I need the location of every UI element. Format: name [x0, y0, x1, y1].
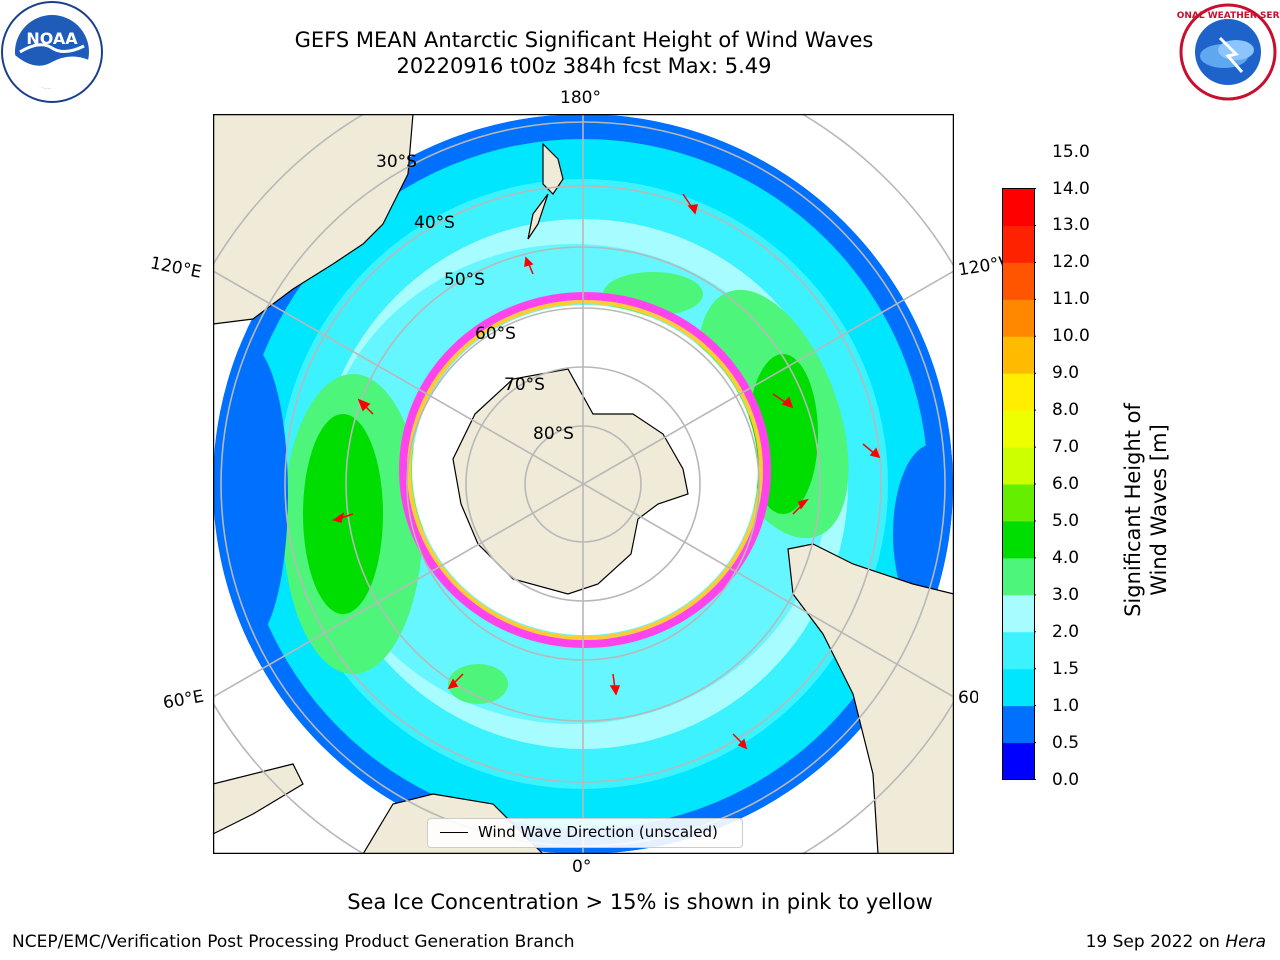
svg-text:NATIONAL WEATHER SERVICE: NATIONAL WEATHER SERVICE: [1176, 11, 1280, 21]
chart-subtitle: 20220916 t00z 384h fcst Max: 5.49: [396, 54, 772, 78]
arrow: [792, 498, 809, 515]
colorbar-tick-label: 6.0: [1052, 474, 1080, 494]
colorbar-tick-label: 7.0: [1052, 437, 1080, 458]
arrow: [609, 673, 621, 696]
map-legend: Wind Wave Direction (unscaled): [427, 818, 743, 848]
antarctica-landmass: [452, 368, 689, 595]
colorbar-tick-label: 12.0: [1052, 252, 1090, 273]
colorbar-tick-label: 4.0: [1052, 547, 1080, 568]
noaa-logo: NOAA: [1, 1, 103, 103]
nws-logo: NATIONAL WEATHER SERVICE: [1176, 3, 1280, 101]
australia-landmass: [213, 114, 414, 325]
africa-landmass: [213, 763, 304, 835]
colorbar-swatch: [1002, 225, 1035, 263]
colorbar-tick-label: 14.0: [1052, 178, 1090, 199]
colorbar-swatch: [1002, 520, 1035, 559]
footer-credit: NCEP/EMC/Verification Post Processing Pr…: [12, 932, 575, 952]
south-america-landmass: [787, 543, 954, 854]
colorbar-swatch: [1002, 299, 1035, 337]
colorbar-swatch: [1002, 262, 1035, 300]
colorbar-swatch: [1002, 668, 1035, 707]
colorbar-tick-label: 10.0: [1052, 326, 1090, 347]
colorbar-swatch: [1002, 705, 1035, 744]
graticule: [213, 114, 954, 854]
arrow: [732, 733, 748, 750]
lon-label-120e: 120°E: [148, 253, 204, 283]
chart-title: GEFS MEAN Antarctic Significant Height o…: [294, 28, 874, 52]
lon-label-60w: 60°W: [958, 688, 978, 708]
colorbar-tick-label: 8.0: [1052, 400, 1080, 421]
legend-line-swatch: [440, 832, 468, 833]
arrow: [357, 398, 374, 415]
legend-label: Wind Wave Direction (unscaled): [478, 823, 718, 841]
lat-label-50s: 50°S: [444, 270, 485, 290]
colorbar-tick-label: 0.0: [1052, 769, 1080, 790]
colorbar-swatch: [1002, 188, 1035, 226]
noaa-logo-text: NOAA: [26, 29, 78, 48]
colorbar-tick-label: 1.5: [1052, 658, 1080, 679]
lat-label-80s: 80°S: [533, 424, 574, 444]
colorbar-swatch: [1002, 373, 1035, 411]
lat-label-70s: 70°S: [504, 375, 545, 395]
arrow: [524, 256, 534, 275]
colorbar-tick-label: 0.5: [1052, 732, 1080, 753]
arrow: [447, 673, 464, 690]
arrow: [332, 512, 354, 523]
lon-label-180: 180°: [560, 88, 601, 108]
colorbar-tick-label: 5.0: [1052, 510, 1080, 531]
arrow: [682, 193, 698, 215]
footer-date: 19 Sep 2022 on Hera: [1085, 932, 1266, 952]
colorbar-swatch: [1002, 631, 1035, 670]
colorbar: [1002, 188, 1036, 780]
colorbar-tick-label: 13.0: [1052, 215, 1090, 236]
colorbar-tick-label: 1.0: [1052, 695, 1080, 716]
antarctic-wave-map: [213, 114, 954, 854]
arrow: [862, 443, 881, 459]
colorbar-tick-label: 2.0: [1052, 621, 1080, 642]
wind-wave-arrows: [332, 193, 881, 750]
colorbar-label: Significant Height of Wind Waves [m]: [1121, 403, 1171, 617]
lon-label-60e: 60°E: [161, 686, 206, 714]
sea-ice-caption: Sea Ice Concentration > 15% is shown in …: [347, 890, 933, 914]
footer-host: Hera: [1225, 932, 1266, 952]
arrow: [772, 393, 794, 409]
colorbar-tick-label: 11.0: [1052, 289, 1090, 310]
colorbar-tick-label: 3.0: [1052, 584, 1080, 605]
colorbar-swatch: [1002, 447, 1035, 485]
colorbar-swatch: [1002, 484, 1035, 522]
colorbar-swatch: [1002, 594, 1035, 633]
colorbar-swatch: [1002, 557, 1035, 596]
lat-label-60s: 60°S: [475, 324, 516, 344]
colorbar-tick-label: 15.0: [1052, 141, 1090, 162]
colorbar-swatch: [1002, 336, 1035, 374]
lat-label-40s: 40°S: [414, 213, 455, 233]
lon-label-0: 0°: [572, 857, 592, 877]
colorbar-tick-label: 9.0: [1052, 363, 1080, 384]
lat-label-30s: 30°S: [376, 152, 417, 172]
colorbar-swatch: [1002, 410, 1035, 448]
colorbar-swatch: [1002, 742, 1035, 780]
